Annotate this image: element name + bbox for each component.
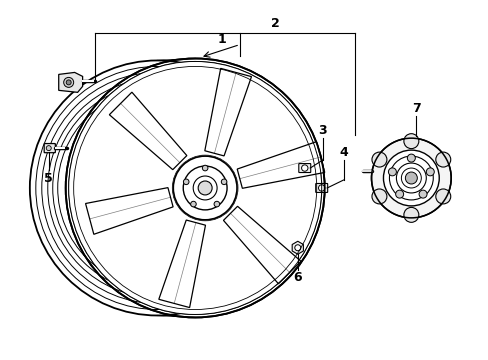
Circle shape — [68, 62, 321, 315]
Text: 5: 5 — [44, 171, 53, 185]
Circle shape — [190, 201, 196, 207]
Circle shape — [387, 168, 396, 176]
Polygon shape — [204, 68, 251, 156]
Circle shape — [301, 165, 307, 171]
Circle shape — [66, 80, 71, 85]
Circle shape — [221, 179, 226, 185]
FancyBboxPatch shape — [44, 144, 55, 153]
Circle shape — [418, 190, 426, 198]
Circle shape — [426, 168, 433, 176]
Circle shape — [198, 181, 212, 195]
Text: 4: 4 — [339, 145, 347, 159]
Circle shape — [395, 190, 403, 198]
Text: 7: 7 — [411, 102, 420, 115]
Polygon shape — [159, 220, 205, 307]
Text: 2: 2 — [270, 17, 279, 30]
Circle shape — [371, 138, 450, 218]
Polygon shape — [109, 92, 186, 170]
Circle shape — [405, 172, 416, 184]
Polygon shape — [85, 188, 173, 234]
FancyBboxPatch shape — [298, 163, 310, 172]
Circle shape — [403, 207, 418, 222]
Circle shape — [63, 77, 74, 87]
Text: 6: 6 — [293, 271, 302, 284]
Circle shape — [46, 146, 51, 150]
FancyBboxPatch shape — [315, 184, 327, 193]
Polygon shape — [237, 141, 324, 188]
Circle shape — [318, 185, 324, 191]
Polygon shape — [292, 241, 303, 254]
Circle shape — [435, 152, 450, 167]
Circle shape — [383, 150, 438, 206]
Circle shape — [371, 189, 386, 204]
Circle shape — [294, 245, 300, 251]
Circle shape — [202, 165, 207, 171]
Circle shape — [214, 201, 219, 207]
Polygon shape — [59, 72, 82, 92]
Circle shape — [183, 179, 188, 185]
Text: 3: 3 — [318, 124, 326, 137]
Circle shape — [173, 156, 237, 220]
Polygon shape — [223, 206, 300, 284]
Circle shape — [407, 154, 414, 162]
Text: 1: 1 — [217, 33, 226, 46]
Circle shape — [371, 152, 386, 167]
Circle shape — [435, 189, 450, 204]
Circle shape — [403, 134, 418, 149]
